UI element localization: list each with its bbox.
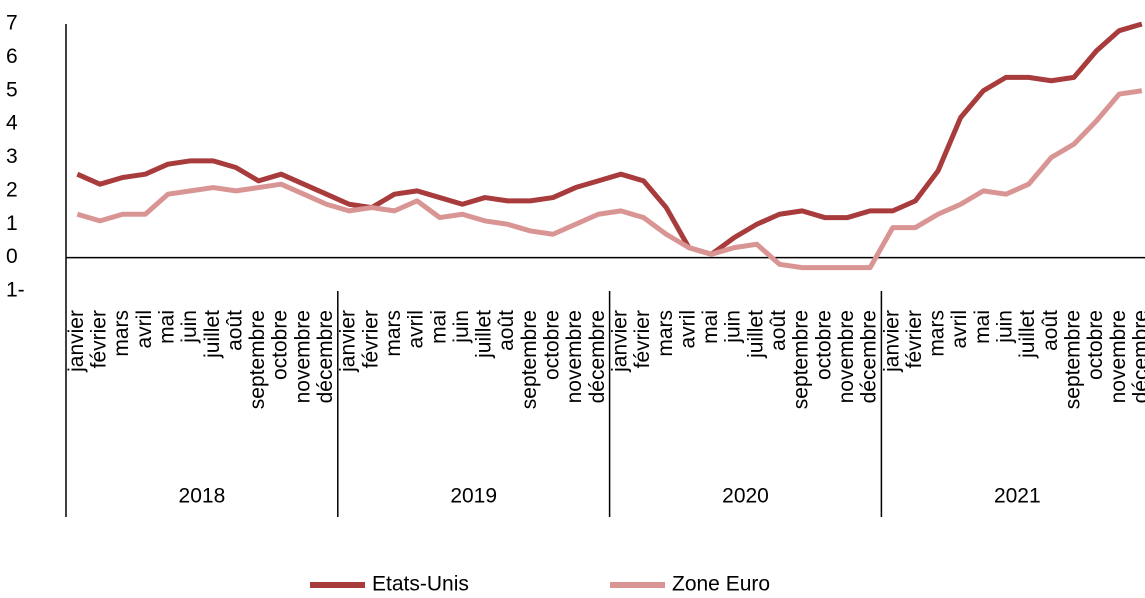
x-tick-label: juillet [473, 310, 496, 359]
x-tick-label: août [495, 310, 518, 351]
x-tick-label: juillet [744, 310, 767, 359]
year-label: 2021 [994, 485, 1041, 508]
x-tick-label: mai [427, 310, 450, 344]
x-tick-label: juillet [1016, 310, 1039, 359]
x-tick-label: janvier [608, 310, 631, 373]
x-tick-label: juin [178, 310, 201, 344]
y-tick-label: 0 [6, 245, 18, 268]
year-label: 2020 [722, 485, 769, 508]
x-tick-label: avril [948, 310, 971, 349]
y-tick-label: 3 [6, 145, 18, 168]
x-tick-label: décembre [314, 310, 337, 403]
x-tick-label: juin [994, 310, 1017, 344]
x-tick-label: janvier [337, 310, 360, 373]
x-tick-label: février [631, 310, 654, 368]
x-tick-label: novembre [291, 310, 314, 403]
y-tick-label: 4 [6, 112, 18, 135]
x-tick-label: octobre [812, 310, 835, 380]
x-tick-label: octobre [1084, 310, 1107, 380]
x-tick-label: janvier [65, 310, 88, 373]
x-tick-label: août [767, 310, 790, 351]
x-tick-label: août [223, 310, 246, 351]
x-tick-label: mai [699, 310, 722, 344]
y-tick-label: 2 [6, 178, 18, 201]
y-tick-label: 5 [6, 78, 18, 101]
x-tick-label: décembre [858, 310, 881, 403]
x-tick-label: novembre [835, 310, 858, 403]
x-tick-label: août [1039, 310, 1062, 351]
x-tick-label: février [903, 310, 926, 368]
x-tick-label: mai [971, 310, 994, 344]
x-tick-label: février [88, 310, 111, 368]
y-tick-label: 1 [6, 212, 18, 235]
x-tick-label: septembre [1061, 310, 1084, 409]
line-series [76, 21, 1143, 257]
x-tick-label: juin [450, 310, 473, 344]
x-tick-label: décembre [1129, 310, 1145, 403]
x-tick-label: octobre [541, 310, 564, 380]
x-tick-label: janvier [880, 310, 903, 373]
x-tick-label: septembre [790, 310, 813, 409]
x-tick-label: mars [110, 310, 133, 357]
legend-label: Etats-Unis [372, 573, 469, 596]
y-tick-label: 6 [6, 45, 18, 68]
x-tick-label: mars [382, 310, 405, 357]
x-tick-label: octobre [269, 310, 292, 380]
x-tick-label: mars [654, 310, 677, 357]
y-tick-label: 1- [6, 279, 25, 302]
x-tick-label: décembre [586, 310, 609, 403]
x-tick-label: juin [722, 310, 745, 344]
x-tick-label: février [359, 310, 382, 368]
year-label: 2019 [450, 485, 497, 508]
legend-label: Zone Euro [672, 573, 770, 596]
x-tick-label: mai [155, 310, 178, 344]
x-tick-label: novembre [563, 310, 586, 403]
line-series [76, 88, 1143, 271]
x-tick-label: septembre [246, 310, 269, 409]
x-tick-label: avril [676, 310, 699, 349]
x-tick-label: mars [926, 310, 949, 357]
x-tick-label: novembre [1107, 310, 1130, 403]
x-tick-label: avril [133, 310, 156, 349]
y-tick-label: 7 [6, 12, 18, 35]
x-tick-label: avril [405, 310, 428, 349]
x-tick-label: septembre [518, 310, 541, 409]
year-label: 2018 [179, 485, 226, 508]
x-tick-label: juillet [201, 310, 224, 359]
